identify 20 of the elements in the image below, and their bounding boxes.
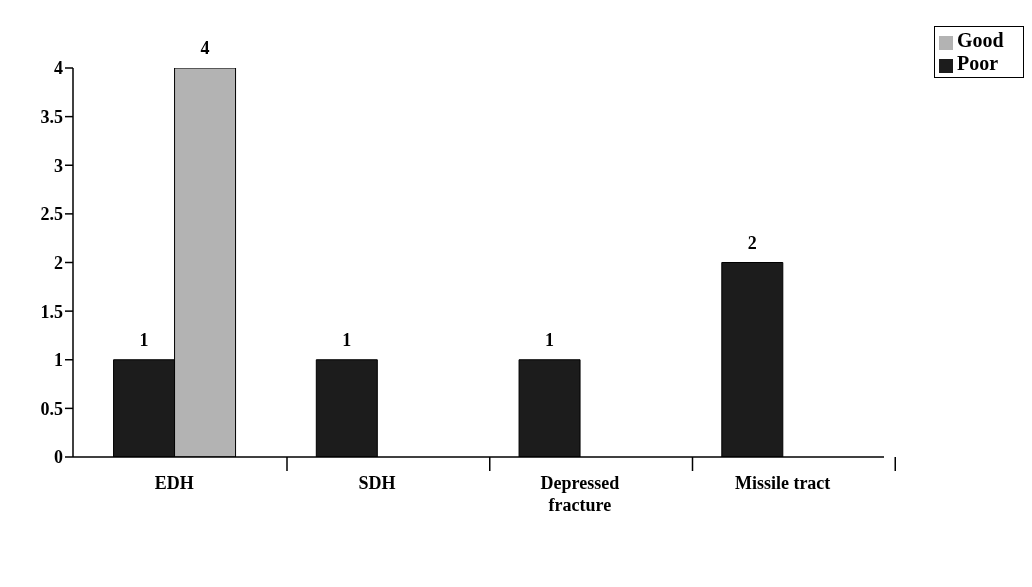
y-tick-label: 3 [54, 155, 63, 176]
x-tick-label: SDH [358, 473, 396, 493]
x-tick-label: EDH [154, 473, 194, 493]
legend-label: Good [957, 29, 1004, 51]
y-tick-label: 3.5 [40, 107, 63, 128]
y-tick-label: 1.5 [40, 301, 63, 322]
data-label: 2 [747, 232, 757, 253]
y-tick-label: 2 [54, 252, 63, 273]
y-tick-label: 0.5 [40, 398, 63, 419]
y-tick-label: 4 [54, 58, 63, 79]
data-label: 1 [545, 329, 555, 350]
y-tick-label: 2.5 [40, 204, 63, 225]
legend-label: Poor [957, 52, 999, 74]
y-tick-label: 0 [54, 447, 63, 468]
x-tick-label: Depressed fracture [540, 473, 620, 515]
y-tick-label: 1 [54, 350, 63, 371]
data-label: 1 [342, 329, 352, 350]
data-label: 1 [139, 329, 149, 350]
data-label: 4 [200, 38, 210, 58]
x-tick-label: Missile tract [734, 473, 831, 493]
